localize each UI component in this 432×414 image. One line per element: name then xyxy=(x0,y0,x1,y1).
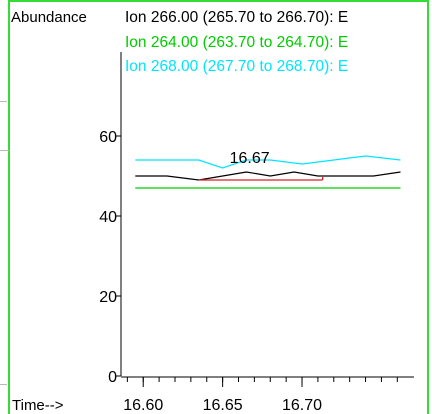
side-tick-stub xyxy=(0,101,7,102)
y-tick-label: 0 xyxy=(108,369,117,386)
legend-group: Ion 266.00 (265.70 to 266.70): E Ion 264.… xyxy=(125,9,348,75)
window-right-border xyxy=(427,0,429,414)
legend-entry: Ion 266.00 (265.70 to 266.70): E xyxy=(125,9,348,26)
window-left-border xyxy=(8,0,10,414)
legend-entry: Ion 268.00 (267.70 to 268.70): E xyxy=(125,58,348,75)
x-axis-label: Time--> xyxy=(12,397,64,414)
y-tick-label: 60 xyxy=(99,129,117,146)
series-line xyxy=(135,171,401,181)
side-divider xyxy=(0,150,9,151)
y-tick-label: 40 xyxy=(99,209,117,226)
window-top-border xyxy=(8,0,429,2)
peak-label: 16.67 xyxy=(230,150,270,167)
legend-entry: Ion 264.00 (263.70 to 264.70): E xyxy=(125,34,348,51)
side-tick-stub xyxy=(0,384,7,385)
y-axis-label: Abundance xyxy=(11,9,87,26)
x-tick-label: 16.60 xyxy=(123,397,163,414)
series-line xyxy=(135,155,401,169)
series-layer: 16.67 xyxy=(135,150,401,189)
y-tick-label: 20 xyxy=(99,289,117,306)
x-tick-label: 16.70 xyxy=(282,397,322,414)
x-tick-label: 16.65 xyxy=(203,397,243,414)
axes-group: 0 20 40 60 16.60 16.65 16.70 xyxy=(99,52,414,414)
